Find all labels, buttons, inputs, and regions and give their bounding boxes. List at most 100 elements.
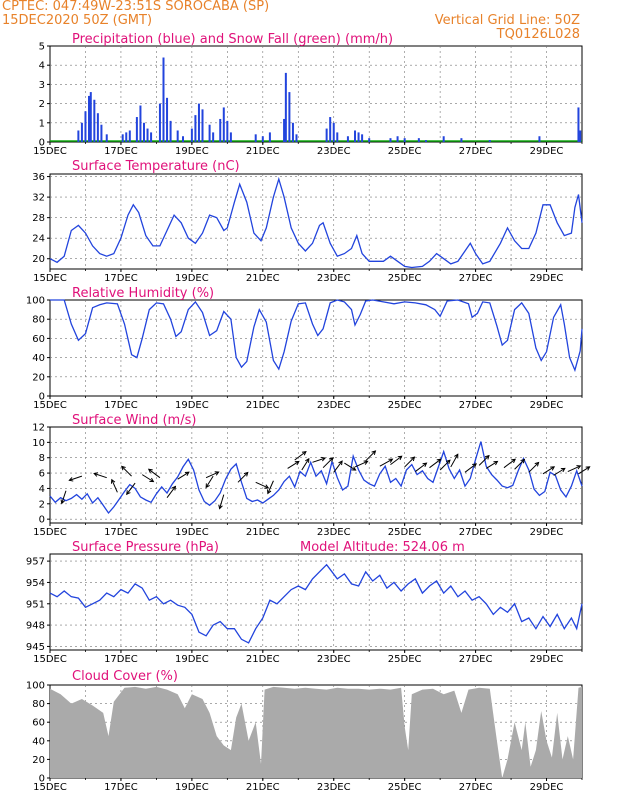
- x-tick-label: 29DEC: [530, 400, 564, 411]
- precip-bar: [488, 140, 491, 142]
- wind-arrow: [553, 467, 566, 476]
- wind-arrow-head: [214, 471, 220, 476]
- x-tick-label: 21DEC: [246, 273, 280, 284]
- y-tick-label: 0: [39, 138, 45, 149]
- precip-bar: [222, 107, 225, 142]
- x-tick-label: 27DEC: [459, 146, 493, 157]
- wind-arrow: [429, 458, 441, 469]
- x-tick-label: 23DEC: [317, 146, 351, 157]
- wind-arrow: [333, 460, 343, 473]
- wind-arrow-head: [484, 454, 490, 460]
- x-tick-label: 19DEC: [175, 527, 209, 538]
- y-tick-label: 12: [32, 423, 45, 434]
- wind-arrow-head: [388, 458, 394, 463]
- precip-bar: [295, 134, 298, 142]
- x-tick-label: 15DEC: [33, 782, 67, 793]
- wind-arrow-head: [121, 465, 126, 471]
- x-tick-label: 19DEC: [175, 654, 209, 665]
- precip-bar: [77, 130, 80, 142]
- x-tick-label: 23DEC: [317, 273, 351, 284]
- wind-arrow-head: [68, 477, 74, 482]
- wind-arrow: [354, 460, 368, 468]
- x-tick-label: 15DEC: [33, 273, 67, 284]
- wind-arrow-head: [410, 456, 416, 462]
- wind-arrow-head: [520, 458, 526, 464]
- precip-bar: [93, 99, 96, 142]
- panel-subtitle: Model Altitude: 524.06 m: [300, 540, 465, 555]
- x-tick-label: 17DEC: [104, 273, 138, 284]
- wind-arrow: [450, 454, 459, 468]
- wind-arrow: [528, 462, 539, 473]
- x-tick-label: 29DEC: [530, 273, 564, 284]
- precip-bar: [105, 134, 108, 142]
- y-tick-label: 4: [39, 484, 45, 495]
- wind-arrow: [390, 455, 402, 466]
- x-tick-label: 15DEC: [33, 146, 67, 157]
- x-tick-label: 23DEC: [317, 400, 351, 411]
- wind-arrow-head: [218, 504, 223, 510]
- precip-bar: [176, 130, 179, 142]
- panel-title: Surface Wind (m/s): [72, 413, 196, 428]
- wind-arrow: [542, 466, 555, 475]
- wind-arrow-head: [147, 468, 153, 474]
- panel-title: Surface Pressure (hPa): [72, 540, 219, 555]
- precip-bar: [158, 103, 161, 142]
- wind-arrow: [485, 461, 498, 469]
- precip-bar: [442, 136, 445, 142]
- x-tick-label: 29DEC: [530, 527, 564, 538]
- x-tick-label: 27DEC: [459, 654, 493, 665]
- panel-3: 0 2 4 6 8 10 12 15DEC 17DEC 19DEC 21DEC 23DEC 25DEC 2…: [32, 413, 591, 538]
- precip-bar: [368, 138, 371, 142]
- precip-bar: [361, 134, 364, 142]
- wind-arrow-head: [243, 471, 249, 477]
- wind-arrow-head: [511, 458, 517, 464]
- wind-arrow: [141, 474, 154, 483]
- y-tick-label: 2: [39, 499, 45, 510]
- wind-arrow: [126, 482, 136, 495]
- y-tick-label: 24: [32, 234, 45, 245]
- precip-bar: [357, 132, 360, 142]
- x-tick-label: 27DEC: [459, 527, 493, 538]
- precip-bar: [194, 115, 197, 142]
- x-tick-label: 27DEC: [459, 273, 493, 284]
- panel-5: 0 20 40 60 80 100 15DEC 17DEC 19DEC 21DEC 23DEC 25D…: [26, 669, 583, 793]
- precip-bar: [325, 128, 328, 142]
- x-tick-label: 21DEC: [246, 146, 280, 157]
- wind-arrow: [514, 459, 525, 470]
- wind-arrow-head: [294, 460, 300, 466]
- wind-arrow-head: [371, 450, 377, 455]
- y-tick-label: 0: [39, 515, 45, 526]
- wind-arrow: [69, 475, 83, 481]
- precip-bar: [417, 138, 420, 142]
- precip-bar: [268, 132, 271, 142]
- x-tick-label: 21DEC: [246, 782, 280, 793]
- x-tick-label: 17DEC: [104, 146, 138, 157]
- wind-arrow-head: [445, 459, 451, 465]
- wind-arrow-head: [493, 460, 499, 466]
- wind-arrow-head: [301, 450, 307, 456]
- x-tick-label: 29DEC: [530, 146, 564, 157]
- precip-bar: [329, 117, 332, 142]
- precip-bar: [219, 118, 222, 142]
- header-date: 15DEC2020 50Z (GMT): [2, 13, 153, 28]
- precip-bar: [288, 92, 291, 142]
- x-tick-label: 25DEC: [388, 527, 422, 538]
- precip-bar: [190, 128, 193, 142]
- wind-arrow-head: [305, 457, 310, 463]
- wind-arrow-head: [184, 471, 190, 476]
- y-tick-label: 6: [39, 469, 45, 480]
- panel-frame: [49, 553, 583, 651]
- y-tick-label: 60: [32, 718, 45, 729]
- y-tick-label: 80: [32, 699, 45, 710]
- wind-arrow-head: [397, 455, 403, 461]
- precip-bar: [125, 132, 128, 142]
- x-tick-label: 23DEC: [317, 782, 351, 793]
- precip-bar: [146, 128, 149, 142]
- wind-arrow-head: [264, 484, 270, 489]
- header-grid-line: Vertical Grid Line: 50Z: [434, 13, 580, 28]
- wind-arrow: [464, 463, 477, 473]
- precip-bar: [229, 132, 232, 142]
- precip-bar: [579, 130, 582, 142]
- y-tick-label: 80: [32, 315, 45, 326]
- panel-frame: [49, 45, 583, 143]
